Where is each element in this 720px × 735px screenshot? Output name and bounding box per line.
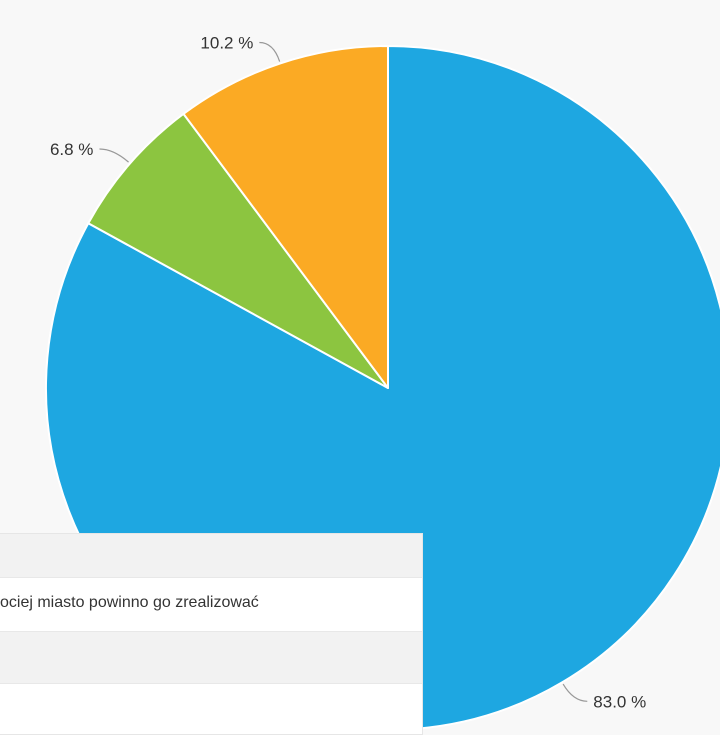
label-connector-0 (562, 683, 588, 702)
pie-slice-1[interactable] (87, 112, 389, 389)
label-connector-2 (259, 41, 281, 62)
tooltip-answer-row: ociej miasto powinno go zrealizować (0, 578, 422, 632)
tooltip-table: ociej miasto powinno go zrealizować (0, 533, 423, 735)
data-labels: 83.0 % 6.8 % 10.2 % (50, 34, 646, 712)
tooltip-answer-text: ociej miasto powinno go zrealizować (0, 594, 259, 611)
data-label-2: 10.2 % (200, 34, 253, 53)
data-label-1: 6.8 % (50, 140, 93, 159)
tooltip-sub-row (0, 632, 422, 684)
label-connectors (99, 41, 588, 702)
data-label-0: 83.0 % (593, 692, 646, 711)
tooltip-blank-row (0, 684, 422, 734)
tooltip-header-row (0, 534, 422, 578)
label-connector-1 (99, 148, 129, 163)
pie-slice-2[interactable] (182, 45, 389, 389)
